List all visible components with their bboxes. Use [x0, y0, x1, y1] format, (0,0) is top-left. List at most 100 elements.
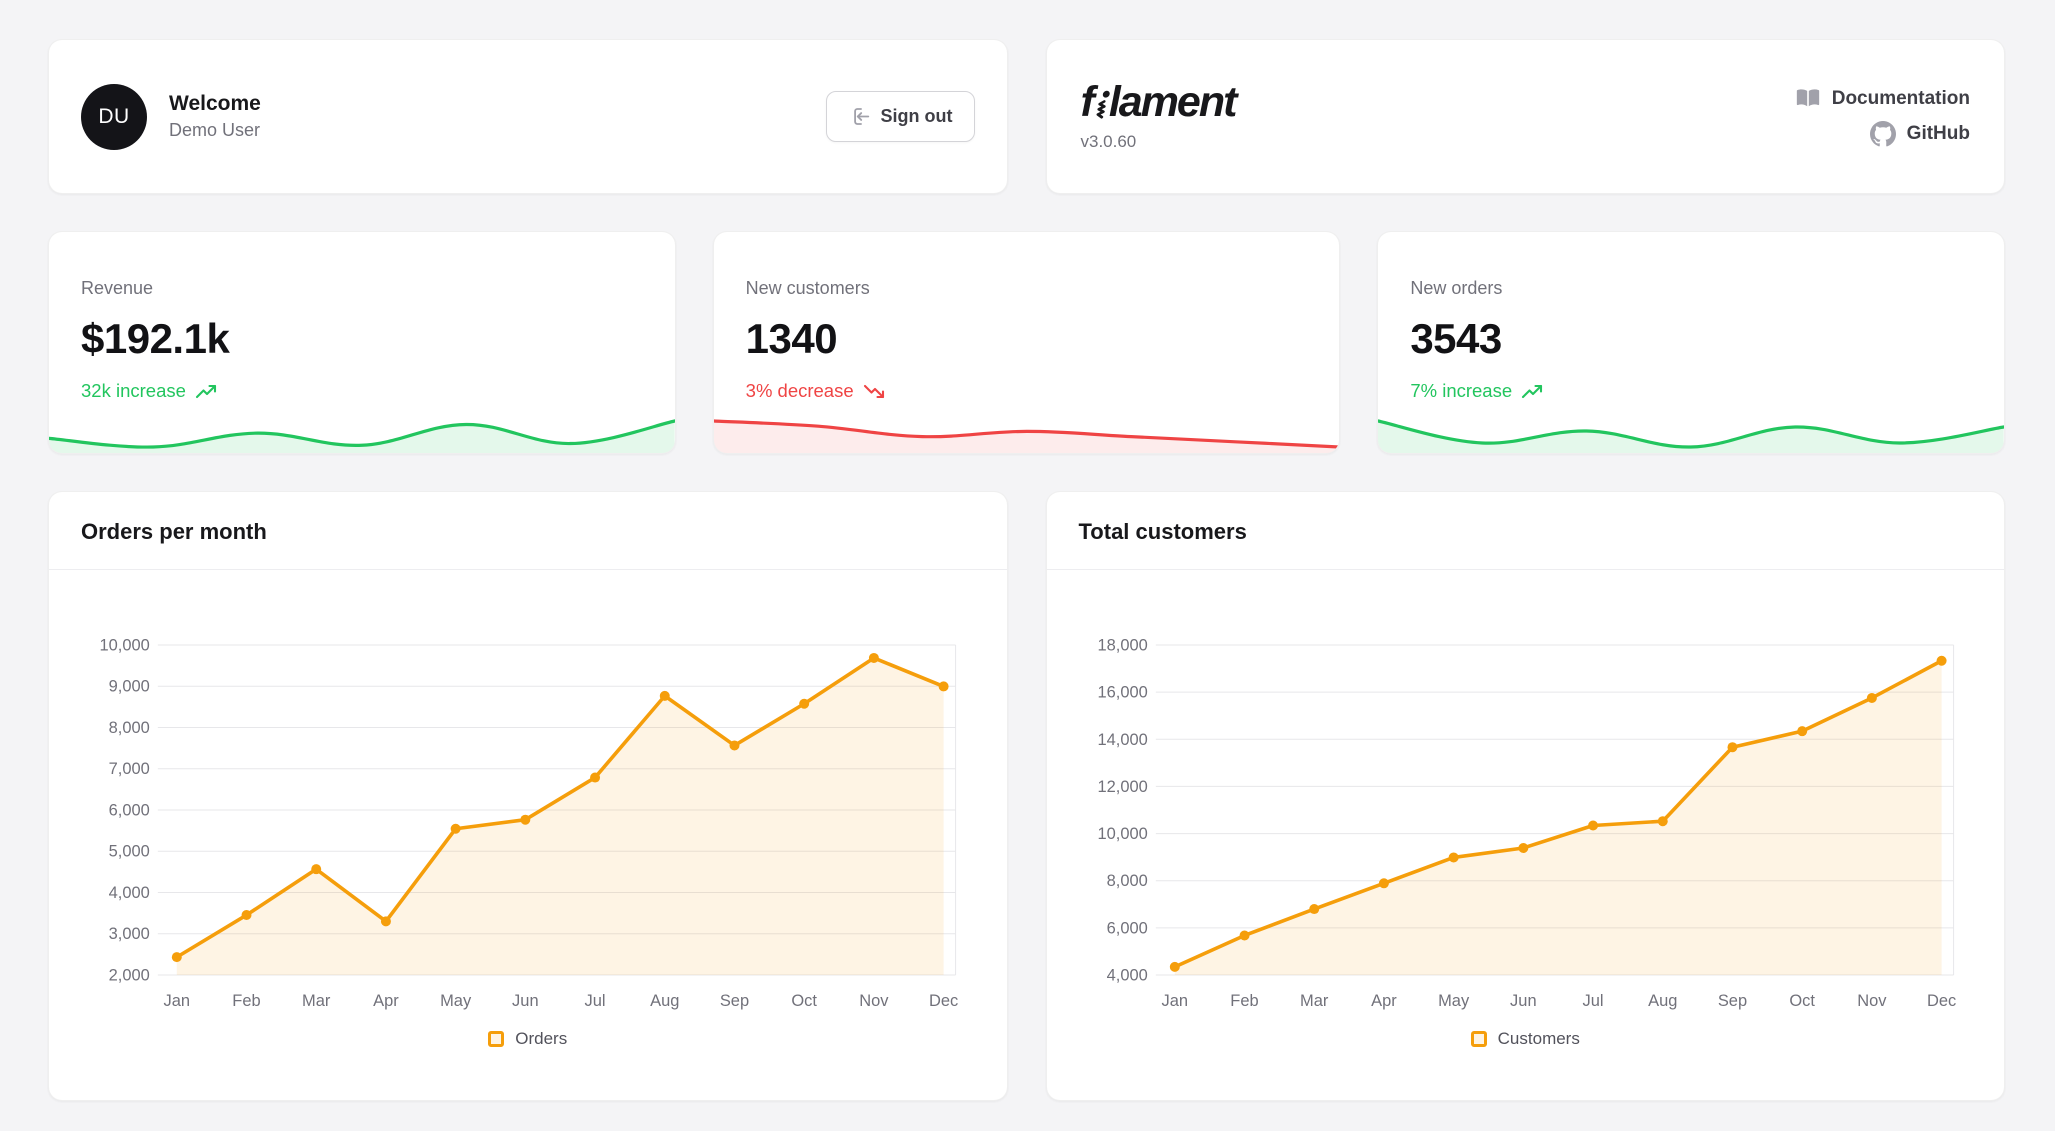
header-row: DU Welcome Demo User Sign out f lamen [48, 39, 2005, 194]
stat-label: Revenue [81, 278, 154, 298]
github-link[interactable]: GitHub [1869, 121, 1970, 147]
sparkline-chart [49, 419, 675, 453]
stat-value: $192.1k [81, 315, 230, 362]
svg-text:Mar: Mar [1300, 992, 1329, 1010]
legend-label: Orders [515, 1029, 568, 1048]
stat-label: New orders [1410, 278, 1503, 298]
stats-row: Revenue $192.1k 32k increase New custome… [48, 231, 2005, 454]
chart-legend[interactable]: Orders [49, 1029, 1007, 1049]
svg-text:Oct: Oct [791, 992, 817, 1010]
sign-out-button[interactable]: Sign out [825, 91, 975, 142]
version-label: v3.0.60 [1080, 132, 1137, 151]
stat-value: 3543 [1410, 315, 1502, 362]
welcome-title: Welcome [169, 92, 261, 115]
svg-text:Sep: Sep [720, 992, 749, 1010]
svg-text:3,000: 3,000 [109, 925, 150, 943]
svg-text:8,000: 8,000 [109, 719, 150, 737]
documentation-label: Documentation [1831, 88, 1970, 109]
stat-card-revenue: Revenue $192.1k 32k increase [48, 231, 676, 454]
svg-text:Nov: Nov [1857, 992, 1887, 1010]
legend-label: Customers [1497, 1029, 1580, 1048]
trend-down-icon [863, 383, 887, 400]
svg-text:Dec: Dec [929, 992, 958, 1010]
legend-swatch [1470, 1031, 1487, 1047]
stat-delta: 32k increase [81, 380, 643, 402]
charts-row: Orders per month 10,000 9,000 8,000 7,000 6,… [48, 491, 2005, 1101]
trend-up-icon [1521, 383, 1545, 400]
svg-text:May: May [1438, 992, 1470, 1010]
svg-text:9,000: 9,000 [109, 678, 150, 696]
svg-text:Jun: Jun [512, 992, 539, 1010]
sparkline-chart [1378, 419, 2004, 453]
trend-up-icon [195, 383, 219, 400]
filament-logo: f lament [1080, 78, 1238, 126]
legend-swatch [488, 1031, 505, 1047]
svg-text:4,000: 4,000 [1106, 966, 1147, 984]
sign-out-label: Sign out [880, 106, 953, 126]
svg-text:Apr: Apr [373, 992, 399, 1010]
stat-delta: 7% increase [1410, 380, 1972, 402]
svg-text:Jul: Jul [1582, 992, 1603, 1010]
svg-text:Aug: Aug [650, 992, 679, 1010]
svg-text:10,000: 10,000 [100, 636, 150, 654]
svg-text:14,000: 14,000 [1097, 731, 1147, 749]
customers-line-chart: 18,000 16,000 14,000 12,000 10,000 8,000 6,000… [1097, 636, 1956, 1010]
book-icon [1795, 86, 1821, 112]
chart-header: Total customers [1046, 492, 2004, 570]
chart-title: Total customers [1078, 519, 1247, 544]
chart-legend[interactable]: Customers [1047, 1029, 2005, 1049]
stat-label: New customers [745, 278, 870, 298]
stat-card-new-customers: New customers 1340 3% decrease [712, 231, 1341, 454]
stat-delta-label: 32k increase [81, 380, 186, 401]
svg-text:8,000: 8,000 [1106, 872, 1147, 890]
brand-block: f lament v3.0.60 [1080, 78, 1238, 152]
svg-text:Apr: Apr [1371, 992, 1397, 1010]
svg-text:4,000: 4,000 [109, 884, 150, 902]
github-label: GitHub [1906, 123, 1970, 144]
svg-text:Mar: Mar [302, 992, 331, 1010]
stat-value: 1340 [745, 315, 838, 362]
welcome-card: DU Welcome Demo User Sign out [48, 39, 1008, 194]
stat-card-new-orders: New orders 3543 7% increase [1377, 231, 2005, 454]
svg-text:7,000: 7,000 [109, 760, 150, 778]
brand-links: Documentation GitHub [1795, 86, 1970, 147]
avatar: DU [81, 83, 147, 150]
orders-line-chart: 10,000 9,000 8,000 7,000 6,000 5,000 4,000 3,00… [100, 636, 959, 1010]
orders-chart-card: Orders per month 10,000 9,000 8,000 7,000 6,… [48, 491, 1008, 1101]
github-icon [1869, 121, 1896, 147]
welcome-subtitle: Demo User [169, 120, 261, 140]
svg-text:12,000: 12,000 [1097, 778, 1147, 796]
svg-text:10,000: 10,000 [1097, 825, 1147, 843]
svg-text:Aug: Aug [1648, 992, 1677, 1010]
sparkline-chart [713, 419, 1340, 453]
svg-text:Jun: Jun [1510, 992, 1537, 1010]
logout-icon [848, 105, 871, 128]
customers-chart-card: Total customers 18,000 16,000 14,000 12,000… [1045, 491, 2005, 1101]
svg-text:Oct: Oct [1789, 992, 1815, 1010]
svg-text:Dec: Dec [1926, 992, 1955, 1010]
svg-text:2,000: 2,000 [109, 966, 150, 984]
svg-text:18,000: 18,000 [1097, 636, 1147, 654]
svg-text:6,000: 6,000 [1106, 919, 1147, 937]
stat-delta-label: 3% decrease [745, 380, 854, 401]
svg-text:16,000: 16,000 [1097, 684, 1147, 702]
svg-text:Feb: Feb [1230, 992, 1258, 1010]
svg-text:May: May [440, 992, 472, 1010]
stat-delta: 3% decrease [746, 380, 1308, 402]
svg-text:5,000: 5,000 [109, 843, 150, 861]
svg-text:Sep: Sep [1717, 992, 1746, 1010]
chart-title: Orders per month [81, 519, 267, 544]
svg-text:Feb: Feb [232, 992, 260, 1010]
svg-text:6,000: 6,000 [109, 801, 150, 819]
brand-card: f lament v3.0.60 Documentation [1045, 39, 2005, 194]
svg-text:Jan: Jan [1161, 992, 1188, 1010]
svg-text:Nov: Nov [859, 992, 889, 1010]
svg-text:Jan: Jan [164, 992, 191, 1010]
welcome-text: Welcome Demo User [169, 92, 261, 141]
avatar-initials: DU [98, 104, 130, 128]
svg-text:Jul: Jul [585, 992, 606, 1010]
stat-delta-label: 7% increase [1410, 380, 1513, 401]
documentation-link[interactable]: Documentation [1795, 86, 1970, 112]
chart-header: Orders per month [49, 492, 1007, 570]
